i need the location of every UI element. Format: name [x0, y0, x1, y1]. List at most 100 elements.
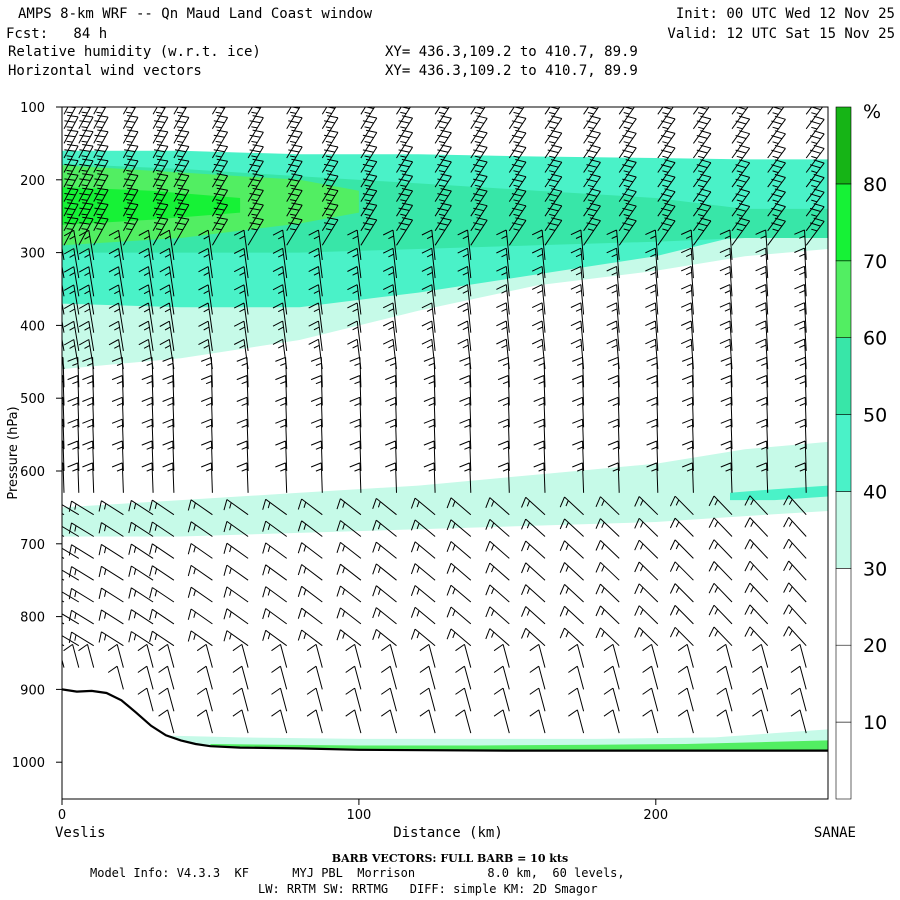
wind-barb-9-18 — [310, 375, 323, 406]
wind-barb-3-12 — [108, 266, 124, 297]
wind-barb-14-12 — [496, 265, 510, 297]
wind-barb-1-25 — [62, 547, 80, 559]
wind-barb-11-20 — [385, 418, 397, 450]
wind-barb-5-1 — [173, 107, 188, 130]
wind-barb-4-1 — [152, 107, 167, 130]
wind-barb-2-27 — [68, 587, 94, 603]
wind-barb-10-30 — [345, 643, 362, 668]
wind-barb-17-25 — [595, 540, 620, 559]
wind-barb-5-11 — [159, 247, 175, 279]
wind-barb-17-32 — [603, 687, 620, 712]
wind-barb-6-33 — [196, 709, 213, 734]
wind-barb-1-21 — [67, 440, 80, 472]
wind-barb-8-12 — [272, 266, 288, 297]
wind-barb-21-33 — [752, 709, 769, 734]
wind-barb-18-14 — [645, 302, 659, 333]
wind-barb-21-25 — [744, 539, 769, 559]
wind-barb-9-32 — [306, 687, 323, 712]
wind-barb-14-10 — [496, 229, 510, 260]
wind-barb-0-15 — [62, 336, 65, 351]
wind-barb-22-17 — [794, 356, 807, 388]
wind-barb-4-2 — [152, 115, 169, 144]
wind-barb-3-22 — [111, 462, 124, 493]
wind-barb-5-14 — [159, 302, 175, 333]
wind-barb-22-23 — [783, 495, 807, 516]
wind-barb-15-15 — [531, 320, 546, 351]
y-tick-label-300: 300 — [20, 247, 45, 262]
wind-barb-13-21 — [459, 440, 472, 472]
wind-barb-3-30 — [107, 643, 124, 668]
wind-barb-22-21 — [794, 440, 807, 472]
wind-barb-18-33 — [642, 709, 659, 734]
wind-barb-16-25 — [559, 540, 584, 559]
wind-barb-4-26 — [128, 565, 154, 581]
wind-barb-3-21 — [111, 440, 124, 472]
wind-barb-17-31 — [603, 665, 620, 690]
wind-barb-4-21 — [141, 440, 154, 472]
wind-barb-12-10 — [421, 229, 436, 260]
wind-barb-2-0 — [93, 107, 99, 115]
wind-barb-22-32 — [790, 687, 807, 712]
wind-barb-1-30 — [63, 643, 80, 668]
y-tick-label-600: 600 — [20, 465, 45, 480]
wind-barb-1-18 — [67, 375, 80, 406]
wind-barb-11-23 — [372, 498, 397, 516]
wind-barb-21-1 — [767, 107, 785, 130]
wind-barb-22-20 — [794, 418, 807, 450]
wind-barb-0-13 — [62, 300, 65, 315]
wind-barb-21-29 — [744, 626, 769, 647]
wind-barb-6-13 — [198, 284, 213, 315]
valid-time: Valid: 12 UTC Sat 15 Nov 25 — [667, 26, 895, 42]
wind-barb-2-26 — [68, 566, 94, 581]
wind-barb-6-15 — [198, 320, 213, 351]
wind-barb-11-16 — [382, 338, 397, 370]
wind-barb-10-17 — [349, 356, 362, 388]
wind-barb-7-21 — [236, 440, 249, 472]
wind-barb-20-10 — [719, 229, 733, 260]
wind-barb-12-27 — [410, 585, 436, 603]
wind-barb-15-10 — [531, 229, 546, 260]
wind-barb-16-19 — [572, 396, 585, 428]
model-info-line2: LW: RRTM SW: RRTMG DIFF: simple KM: 2D S… — [258, 882, 598, 896]
wind-barb-10-28 — [336, 607, 362, 625]
wind-barb-5-2 — [173, 115, 190, 144]
wind-barb-0-30 — [62, 658, 65, 668]
wind-barb-10-32 — [345, 687, 362, 712]
wind-barb-22-29 — [783, 626, 807, 647]
wind-barb-13-18 — [459, 375, 472, 406]
wind-barb-7-19 — [236, 396, 249, 428]
wind-barb-22-22 — [794, 462, 807, 493]
wind-barb-11-11 — [382, 247, 397, 279]
field-name-rh: Relative humidity (w.r.t. ice) — [8, 44, 261, 60]
terrain-fill — [62, 689, 828, 799]
wind-barb-0-23 — [62, 512, 65, 516]
wind-barb-16-27 — [559, 584, 584, 603]
wind-barb-5-15 — [159, 320, 175, 351]
wind-barb-10-3 — [360, 129, 378, 159]
wind-barb-11-22 — [385, 462, 397, 493]
wind-barb-18-11 — [645, 247, 659, 279]
wind-barb-10-23 — [336, 498, 362, 516]
wind-barb-12-30 — [419, 643, 436, 668]
wind-barb-13-32 — [455, 687, 472, 712]
wind-barb-7-24 — [223, 520, 249, 537]
wind-barb-13-30 — [455, 643, 472, 668]
wind-barb-9-20 — [310, 418, 323, 450]
wind-barb-18-28 — [634, 605, 659, 625]
wind-barb-20-2 — [731, 115, 751, 144]
wind-barb-11-12 — [382, 266, 397, 297]
wind-barb-13-16 — [457, 338, 472, 370]
wind-barb-14-21 — [497, 440, 510, 472]
wind-barb-7-13 — [233, 284, 249, 315]
wind-barb-11-27 — [372, 585, 397, 603]
wind-barb-14-30 — [493, 643, 510, 668]
colorbar-swatch-80 — [835, 106, 852, 185]
wind-barb-15-16 — [531, 338, 546, 370]
wind-barb-11-10 — [382, 229, 397, 260]
wind-barb-19-24 — [669, 517, 694, 537]
wind-barb-10-19 — [349, 396, 362, 428]
wind-barb-3-23 — [98, 500, 124, 516]
wind-barb-19-13 — [680, 284, 694, 315]
wind-barb-15-11 — [531, 247, 546, 279]
wind-barb-8-21 — [275, 440, 288, 472]
